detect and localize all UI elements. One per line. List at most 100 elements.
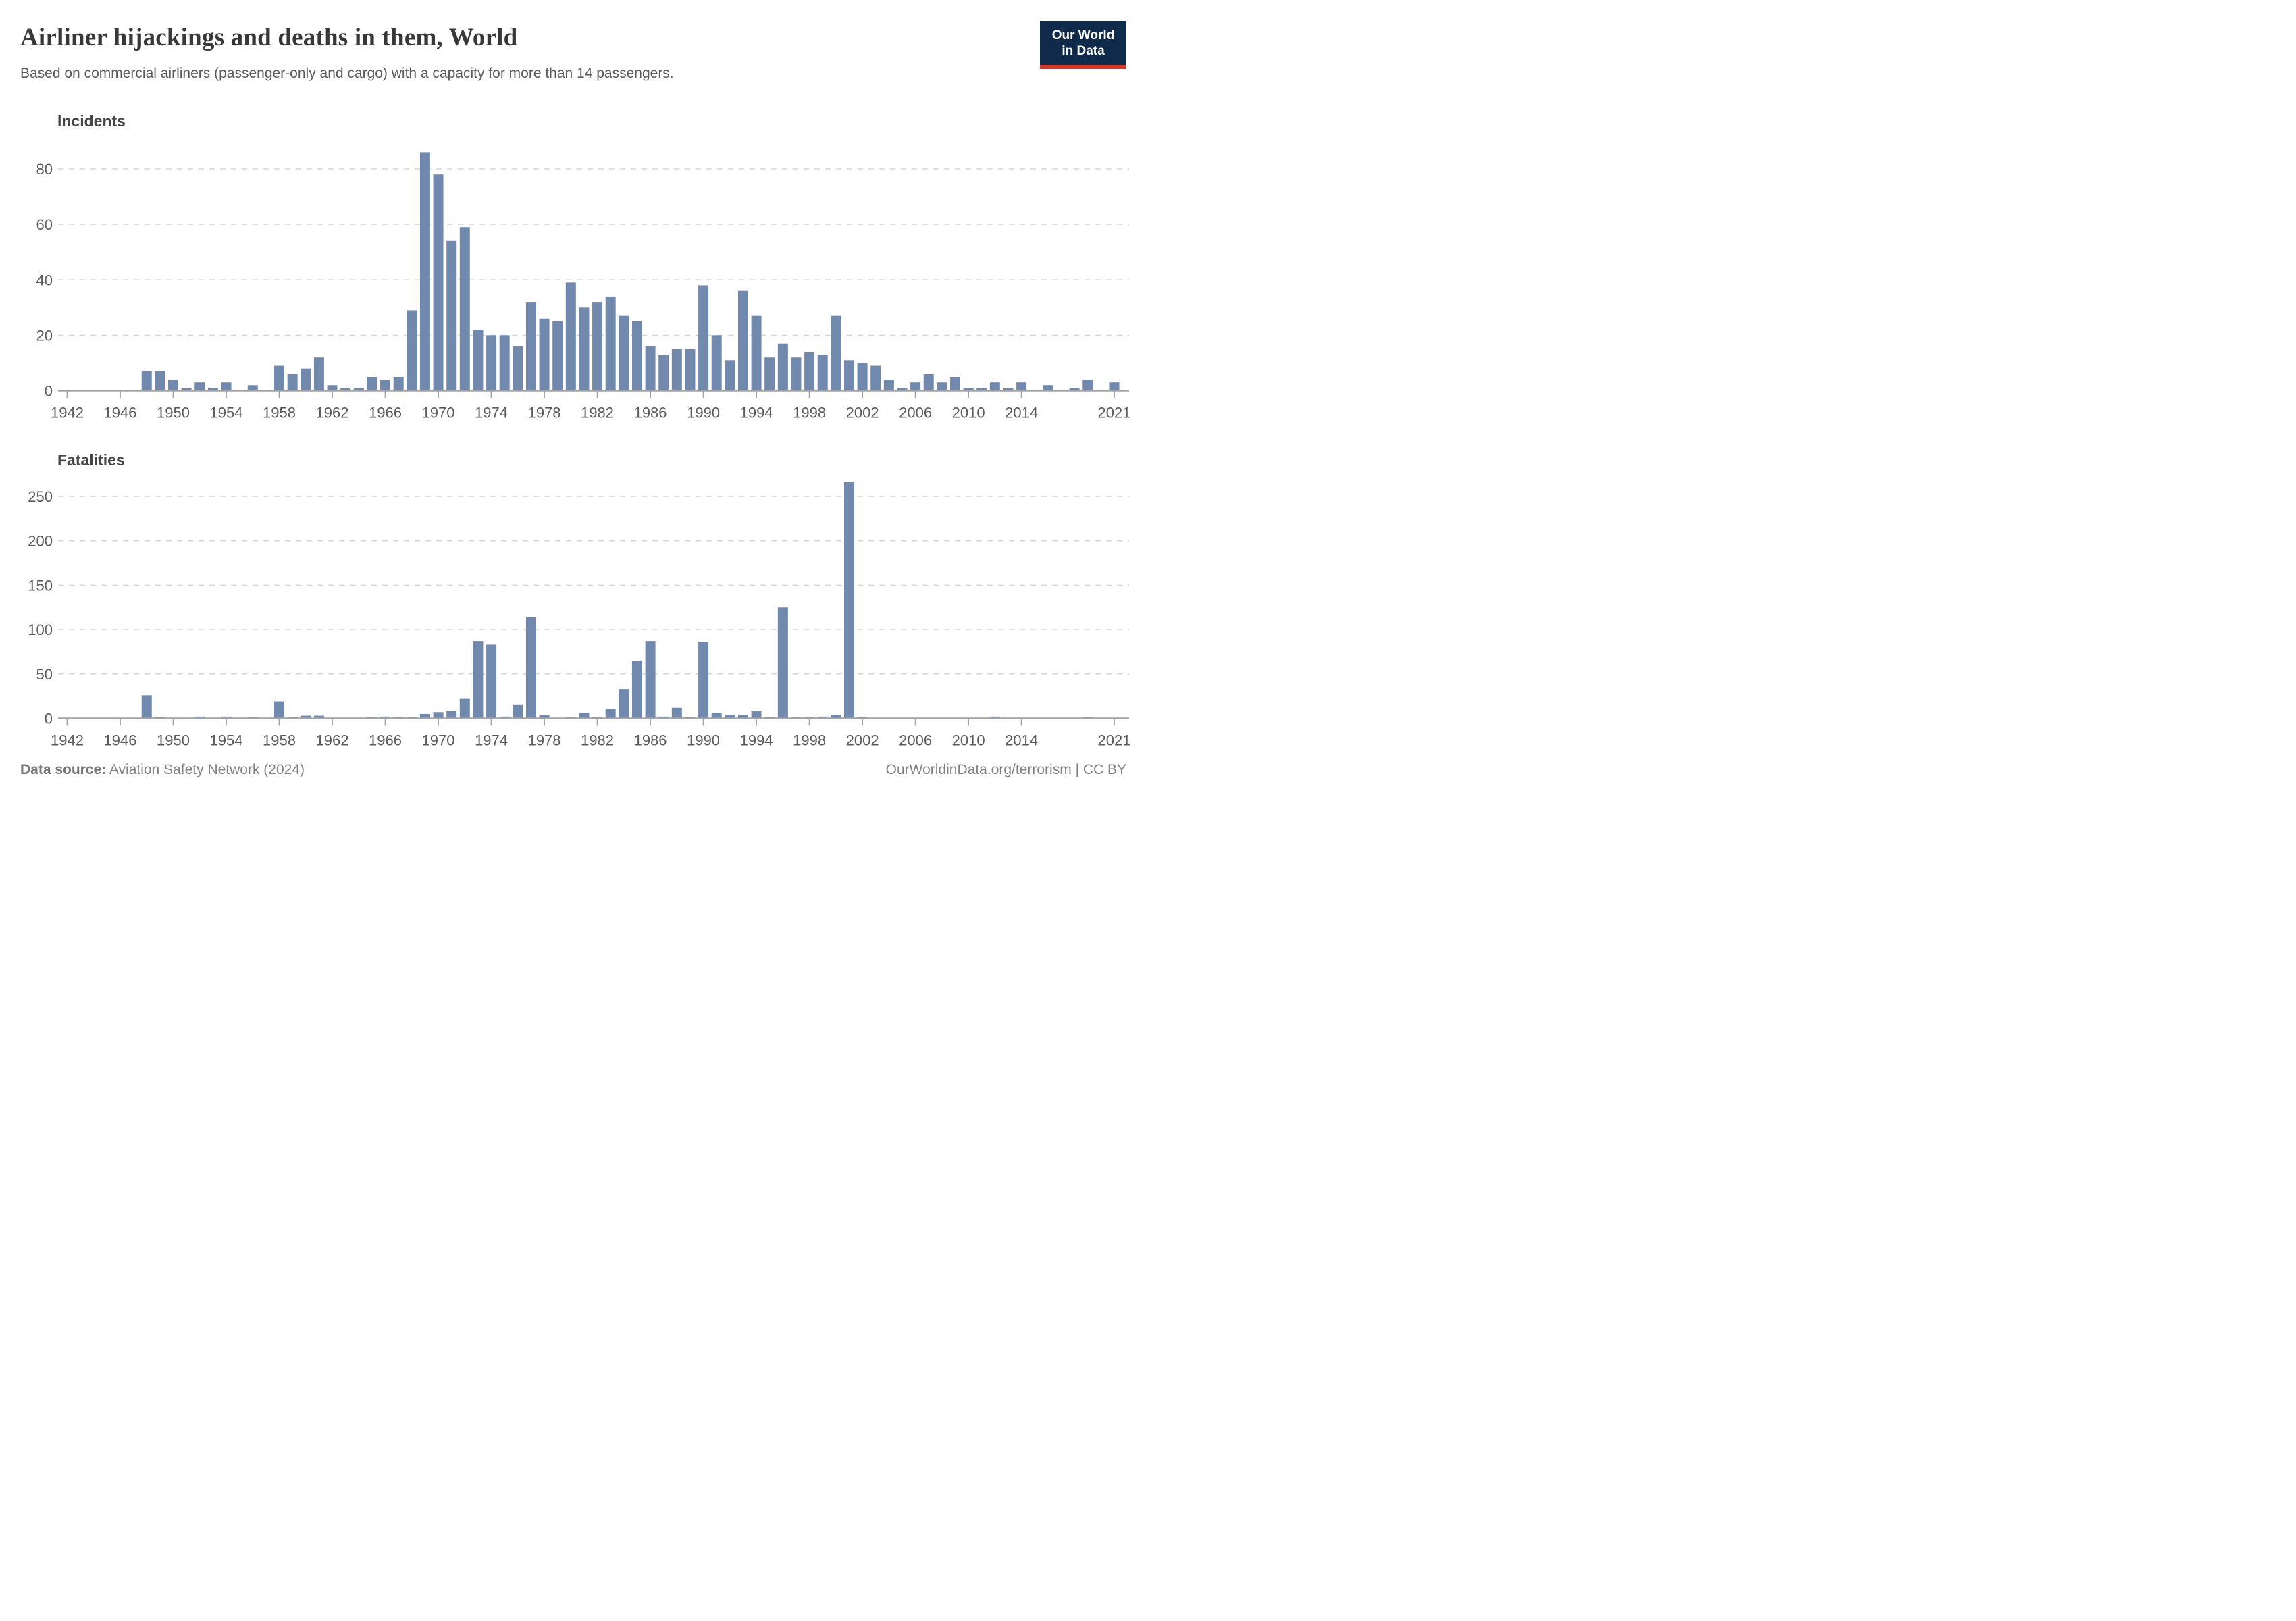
bar-1977 bbox=[525, 302, 536, 391]
bar-2014 bbox=[1016, 382, 1027, 391]
bar-1971 bbox=[446, 711, 457, 719]
bars bbox=[141, 152, 1120, 391]
x-tick-label-2006: 2006 bbox=[899, 732, 932, 749]
x-tick-label-1998: 1998 bbox=[793, 405, 826, 421]
bar-2004 bbox=[883, 380, 894, 391]
x-tick-label-2014: 2014 bbox=[1005, 732, 1038, 749]
x-tick-label-1970: 1970 bbox=[422, 732, 455, 749]
bar-1974 bbox=[486, 335, 497, 391]
x-tick-label-1982: 1982 bbox=[581, 732, 614, 749]
x-tick-label-2010: 2010 bbox=[952, 405, 985, 421]
x-tick-label-2006: 2006 bbox=[899, 405, 932, 421]
bar-1972 bbox=[459, 698, 470, 719]
owid-logo-text-line1: Our World bbox=[1051, 28, 1115, 43]
bar-1981 bbox=[579, 713, 590, 719]
x-tick-label-1966: 1966 bbox=[369, 405, 402, 421]
bar-1969 bbox=[419, 713, 430, 719]
bar-2012 bbox=[989, 382, 1000, 391]
bar-1958 bbox=[274, 365, 285, 391]
bar-1995 bbox=[764, 357, 775, 391]
x-tick-label-2002: 2002 bbox=[846, 405, 879, 421]
bar-1968 bbox=[407, 310, 417, 391]
bar-1952 bbox=[194, 382, 205, 391]
bar-2002 bbox=[857, 363, 868, 391]
y-tick-label-100: 100 bbox=[28, 621, 53, 638]
y-tick-label-50: 50 bbox=[36, 666, 53, 683]
bar-1998 bbox=[804, 352, 815, 391]
bar-2001 bbox=[843, 482, 854, 719]
bar-1983 bbox=[605, 296, 616, 391]
bar-2021 bbox=[1109, 382, 1120, 391]
y-tick-label-40: 40 bbox=[36, 272, 53, 288]
x-tick-label-1954: 1954 bbox=[210, 405, 243, 421]
bar-1988 bbox=[671, 707, 682, 719]
bar-1989 bbox=[685, 349, 696, 391]
x-tick-label-1954: 1954 bbox=[210, 732, 243, 749]
bar-1990 bbox=[698, 285, 709, 391]
bar-1953 bbox=[207, 388, 218, 391]
owid-chart-page: Airliner hijackings and deaths in them, … bbox=[0, 0, 1148, 810]
bar-1985 bbox=[631, 661, 642, 719]
fatalities-section-title: Fatalities bbox=[57, 451, 125, 469]
bar-2011 bbox=[976, 388, 987, 391]
x-tick-label-1966: 1966 bbox=[369, 732, 402, 749]
bar-1976 bbox=[513, 704, 523, 719]
bar-1971 bbox=[446, 240, 457, 391]
bar-1976 bbox=[513, 346, 523, 391]
bar-2008 bbox=[937, 382, 947, 391]
bar-1970 bbox=[433, 174, 444, 391]
bar-1948 bbox=[141, 695, 152, 719]
x-tick-label-1962: 1962 bbox=[316, 732, 349, 749]
bar-1978 bbox=[539, 715, 550, 719]
incidents-bar-chart: 0 20 40 60 80 1942 1946 1950 1954 1958 1962 1966 197… bbox=[36, 152, 1131, 421]
bar-1986 bbox=[645, 641, 656, 719]
y-tick-label-0: 0 bbox=[45, 383, 53, 400]
x-tick-label-1986: 1986 bbox=[634, 732, 667, 749]
x-tick-label-2002: 2002 bbox=[846, 732, 879, 749]
bar-2016 bbox=[1043, 385, 1053, 391]
bar-1980 bbox=[565, 282, 576, 391]
chart-footer: Data source: Aviation Safety Network (20… bbox=[20, 762, 1126, 778]
bar-1999 bbox=[817, 716, 828, 719]
y-tick-label-60: 60 bbox=[36, 216, 53, 233]
bar-1973 bbox=[473, 641, 484, 719]
y-tick-label-150: 150 bbox=[28, 577, 53, 594]
bar-1954 bbox=[221, 716, 232, 719]
x-tick-label-1962: 1962 bbox=[316, 405, 349, 421]
bar-1992 bbox=[725, 360, 735, 391]
x-tick-label-1950: 1950 bbox=[157, 732, 190, 749]
x-tick-label-1994: 1994 bbox=[740, 732, 773, 749]
bar-1969 bbox=[419, 152, 430, 391]
bar-1958 bbox=[274, 701, 285, 719]
bar-1997 bbox=[791, 357, 802, 391]
bar-2005 bbox=[897, 388, 908, 391]
x-tick-label-1994: 1994 bbox=[740, 405, 773, 421]
y-axis-labels: 0 50 100 150 200 250 bbox=[28, 488, 53, 727]
bar-1991 bbox=[711, 335, 722, 391]
bar-1952 bbox=[194, 716, 205, 719]
bar-1994 bbox=[751, 711, 762, 719]
x-tick-label-1998: 1998 bbox=[793, 732, 826, 749]
data-source: Data source: Aviation Safety Network (20… bbox=[20, 762, 305, 778]
x-tick-label-1978: 1978 bbox=[528, 405, 561, 421]
bar-1964 bbox=[353, 388, 364, 391]
x-tick-label-1990: 1990 bbox=[687, 405, 720, 421]
bar-1959 bbox=[287, 374, 298, 391]
bar-1965 bbox=[367, 376, 377, 391]
bar-1961 bbox=[313, 357, 324, 391]
bar-2000 bbox=[831, 315, 841, 391]
x-tick-label-2021: 2021 bbox=[1098, 405, 1131, 421]
bar-1993 bbox=[737, 715, 748, 719]
x-tick-label-1950: 1950 bbox=[157, 405, 190, 421]
y-axis-labels: 0 20 40 60 80 bbox=[36, 161, 53, 400]
bar-1981 bbox=[579, 307, 590, 391]
x-tick-label-2021: 2021 bbox=[1098, 732, 1131, 749]
bar-1983 bbox=[605, 709, 616, 719]
bar-1979 bbox=[552, 321, 563, 391]
y-tick-label-250: 250 bbox=[28, 488, 53, 505]
x-tick-label-2014: 2014 bbox=[1005, 405, 1038, 421]
bar-1977 bbox=[525, 617, 536, 719]
bar-1993 bbox=[737, 290, 748, 391]
data-source-label: Data source: bbox=[20, 762, 107, 777]
bar-1963 bbox=[340, 388, 351, 391]
